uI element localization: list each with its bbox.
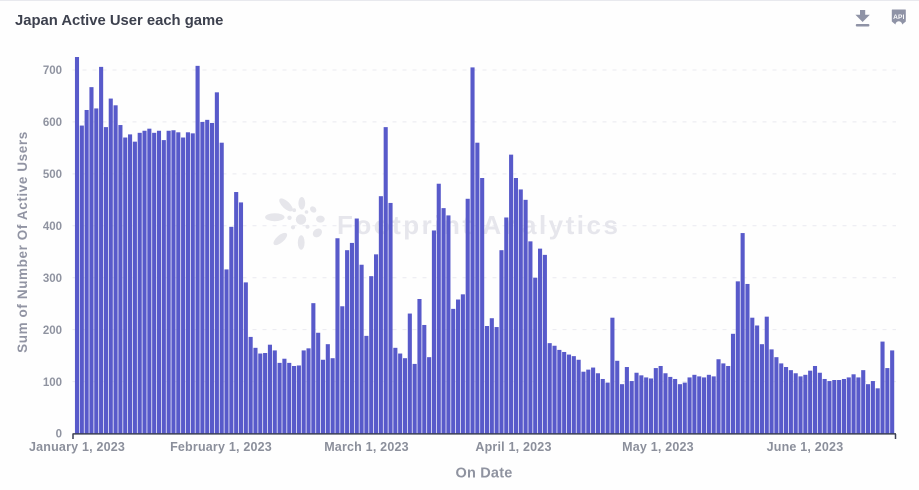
svg-text:200: 200 [43, 325, 62, 337]
svg-text:300: 300 [43, 273, 62, 285]
svg-text:100: 100 [43, 377, 62, 389]
svg-text:February 1, 2023: February 1, 2023 [170, 440, 272, 454]
svg-text:May 1, 2023: May 1, 2023 [622, 440, 694, 454]
svg-text:0: 0 [56, 429, 62, 441]
svg-text:400: 400 [43, 221, 62, 233]
svg-text:March 1, 2023: March 1, 2023 [324, 440, 409, 454]
svg-text:API: API [893, 14, 905, 21]
svg-text:Sum of Number Of Active Users: Sum of Number Of Active Users [15, 131, 30, 353]
svg-text:500: 500 [43, 169, 62, 181]
svg-text:700: 700 [43, 65, 62, 77]
svg-text:600: 600 [43, 117, 62, 129]
svg-text:June 1, 2023: June 1, 2023 [767, 440, 844, 454]
svg-text:January 1, 2023: January 1, 2023 [29, 440, 125, 454]
svg-text:April 1, 2023: April 1, 2023 [475, 440, 551, 454]
svg-text:On Date: On Date [456, 466, 513, 482]
